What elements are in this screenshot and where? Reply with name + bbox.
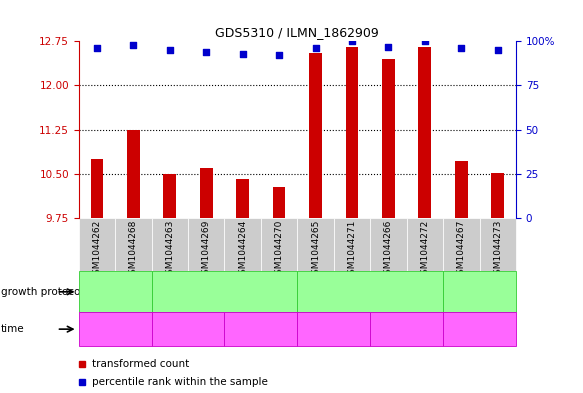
Point — [347, 38, 357, 44]
Point — [129, 42, 138, 48]
Text: 2 dimensional
monolayer: 2 dimensional monolayer — [86, 282, 145, 301]
Point — [275, 52, 284, 59]
Point — [456, 45, 466, 51]
Point — [238, 50, 247, 57]
Text: day 4: day 4 — [319, 324, 348, 334]
Bar — [309, 53, 322, 218]
Text: day 43: day 43 — [462, 324, 497, 334]
Bar — [455, 161, 468, 218]
Point — [493, 47, 503, 53]
Bar — [491, 173, 504, 218]
Bar — [200, 168, 213, 218]
Text: growth protocol: growth protocol — [1, 287, 83, 297]
Text: xenograph (mam
mary fat pad): xenograph (mam mary fat pad) — [443, 282, 516, 301]
Bar — [127, 130, 140, 218]
Point — [311, 45, 320, 51]
Bar — [346, 47, 359, 218]
Text: day 7: day 7 — [247, 324, 275, 334]
Point — [384, 43, 393, 50]
Text: percentile rank within the sample: percentile rank within the sample — [92, 377, 268, 387]
Bar — [273, 187, 286, 218]
Text: time: time — [1, 324, 25, 334]
Bar — [90, 159, 103, 218]
Text: 3 dimensional polyHEMA: 3 dimensional polyHEMA — [318, 287, 423, 296]
Bar — [236, 178, 249, 218]
Point — [92, 45, 101, 51]
Bar — [163, 174, 176, 218]
Point — [202, 49, 211, 55]
Text: day 7: day 7 — [392, 324, 421, 334]
Point — [165, 47, 174, 53]
Point — [420, 38, 430, 44]
Text: day 4: day 4 — [174, 324, 202, 334]
Title: GDS5310 / ILMN_1862909: GDS5310 / ILMN_1862909 — [216, 26, 379, 39]
Text: transformed count: transformed count — [92, 358, 189, 369]
Text: 3 dimensional Matrigel: 3 dimensional Matrigel — [176, 287, 273, 296]
Text: day 7: day 7 — [101, 324, 129, 334]
Bar — [382, 59, 395, 218]
Bar — [419, 47, 431, 218]
